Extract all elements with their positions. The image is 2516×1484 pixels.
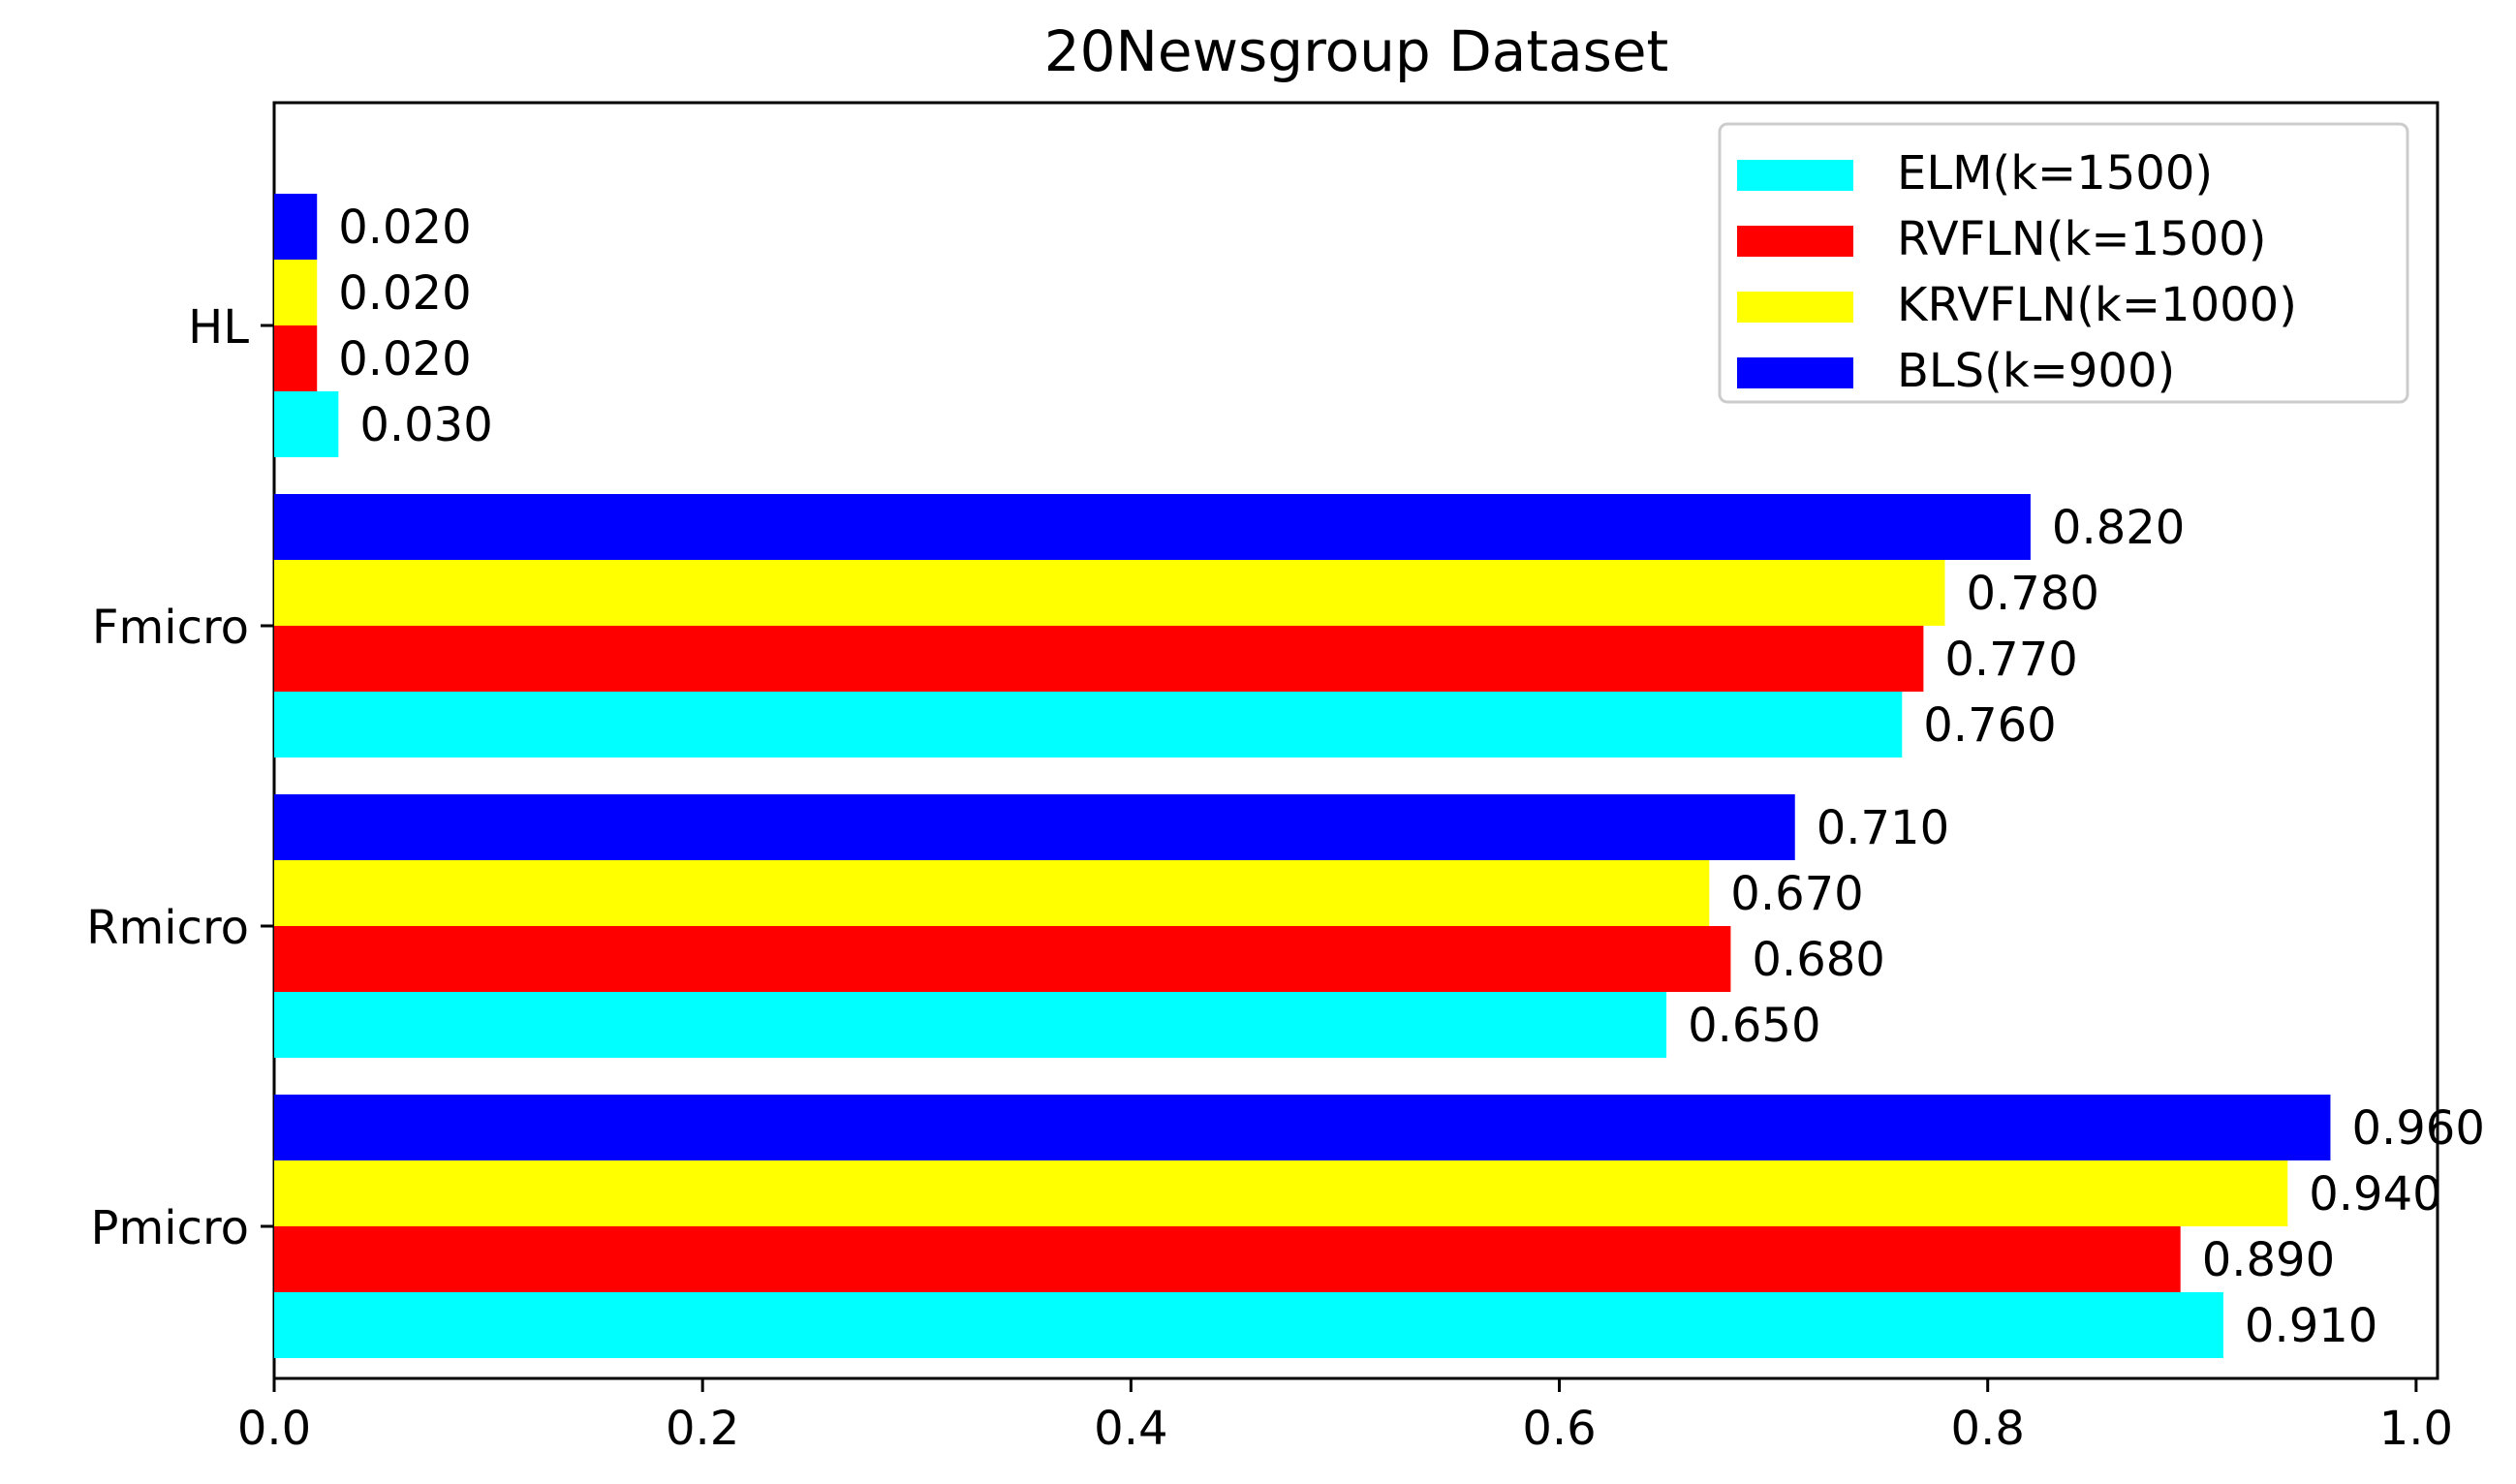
- bar-hl-series-3: [274, 194, 318, 260]
- value-label-rmicro-series-1: 0.680: [1752, 933, 1884, 987]
- bar-rmicro-series-1: [274, 926, 1731, 992]
- bar-fmicro-series-2: [274, 560, 1945, 626]
- value-labels-layer: 0.910 0.890 0.940 0.960 0.650 0.680 0.670 0.710…: [338, 201, 2485, 1353]
- bar-fmicro-series-3: [274, 494, 2031, 560]
- x-axis: 0.0 0.2 0.4 0.6 0.8 1.0: [237, 1378, 2453, 1456]
- legend-label-1: RVFLN(k=1500): [1897, 212, 2266, 266]
- bar-rmicro-series-2: [274, 860, 1710, 926]
- legend-label-3: BLS(k=900): [1897, 344, 2175, 398]
- chart-title: 20Newsgroup Dataset: [1044, 18, 1669, 84]
- bar-hl-series-1: [274, 325, 318, 391]
- y-tick-label-fmicro: Fmicro: [92, 601, 249, 655]
- value-label-pmicro-series-0: 0.910: [2245, 1299, 2377, 1353]
- legend-label-2: KRVFLN(k=1000): [1897, 278, 2297, 332]
- legend-frame: [1718, 122, 2409, 404]
- bar-pmicro-series-2: [274, 1160, 2288, 1226]
- y-axis: Pmicro Rmicro Fmicro HL: [86, 300, 274, 1255]
- y-tick-label-pmicro: Pmicro: [91, 1201, 249, 1255]
- value-label-fmicro-series-1: 0.770: [1944, 633, 2077, 687]
- bar-pmicro-series-3: [274, 1095, 2331, 1160]
- legend-label-0: ELM(k=1500): [1897, 146, 2213, 201]
- bar-rmicro-series-3: [274, 794, 1795, 860]
- value-label-fmicro-series-2: 0.780: [1966, 567, 2098, 621]
- y-tick-label-rmicro: Rmicro: [86, 901, 249, 955]
- value-label-fmicro-series-3: 0.820: [2052, 501, 2185, 555]
- x-tick-label-0: 0.0: [237, 1402, 311, 1456]
- value-label-hl-series-3: 0.020: [338, 201, 471, 255]
- bar-pmicro-series-1: [274, 1226, 2181, 1292]
- value-label-pmicro-series-1: 0.890: [2202, 1233, 2335, 1287]
- value-label-rmicro-series-2: 0.670: [1730, 867, 1863, 921]
- value-label-rmicro-series-3: 0.710: [1817, 801, 1949, 855]
- legend-swatch-1: [1737, 226, 1853, 257]
- legend: ELM(k=1500) RVFLN(k=1500) KRVFLN(k=1000) BL…: [1718, 122, 2409, 404]
- legend-swatch-0: [1737, 160, 1853, 191]
- value-label-hl-series-1: 0.020: [338, 332, 471, 386]
- value-label-hl-series-2: 0.020: [338, 266, 471, 321]
- bars-layer: [274, 194, 2331, 1358]
- value-label-pmicro-series-2: 0.940: [2309, 1167, 2441, 1221]
- value-label-pmicro-series-3: 0.960: [2351, 1101, 2484, 1156]
- legend-swatch-2: [1737, 292, 1853, 323]
- bar-hl-series-2: [274, 260, 318, 325]
- x-tick-label-3: 0.6: [1522, 1402, 1596, 1456]
- y-tick-label-hl: HL: [188, 300, 249, 355]
- x-tick-label-5: 1.0: [2379, 1402, 2453, 1456]
- x-tick-label-2: 0.4: [1094, 1402, 1167, 1456]
- bar-hl-series-0: [274, 391, 339, 457]
- bar-fmicro-series-1: [274, 626, 1924, 692]
- bar-fmicro-series-0: [274, 692, 1903, 757]
- value-label-rmicro-series-0: 0.650: [1688, 999, 1820, 1053]
- x-tick-label-4: 0.8: [1951, 1402, 2025, 1456]
- x-tick-label-1: 0.2: [666, 1402, 739, 1456]
- value-label-fmicro-series-0: 0.760: [1923, 698, 2056, 753]
- legend-swatch-3: [1737, 357, 1853, 388]
- bar-rmicro-series-0: [274, 992, 1667, 1058]
- value-label-hl-series-0: 0.030: [359, 398, 492, 452]
- bar-pmicro-series-0: [274, 1292, 2223, 1358]
